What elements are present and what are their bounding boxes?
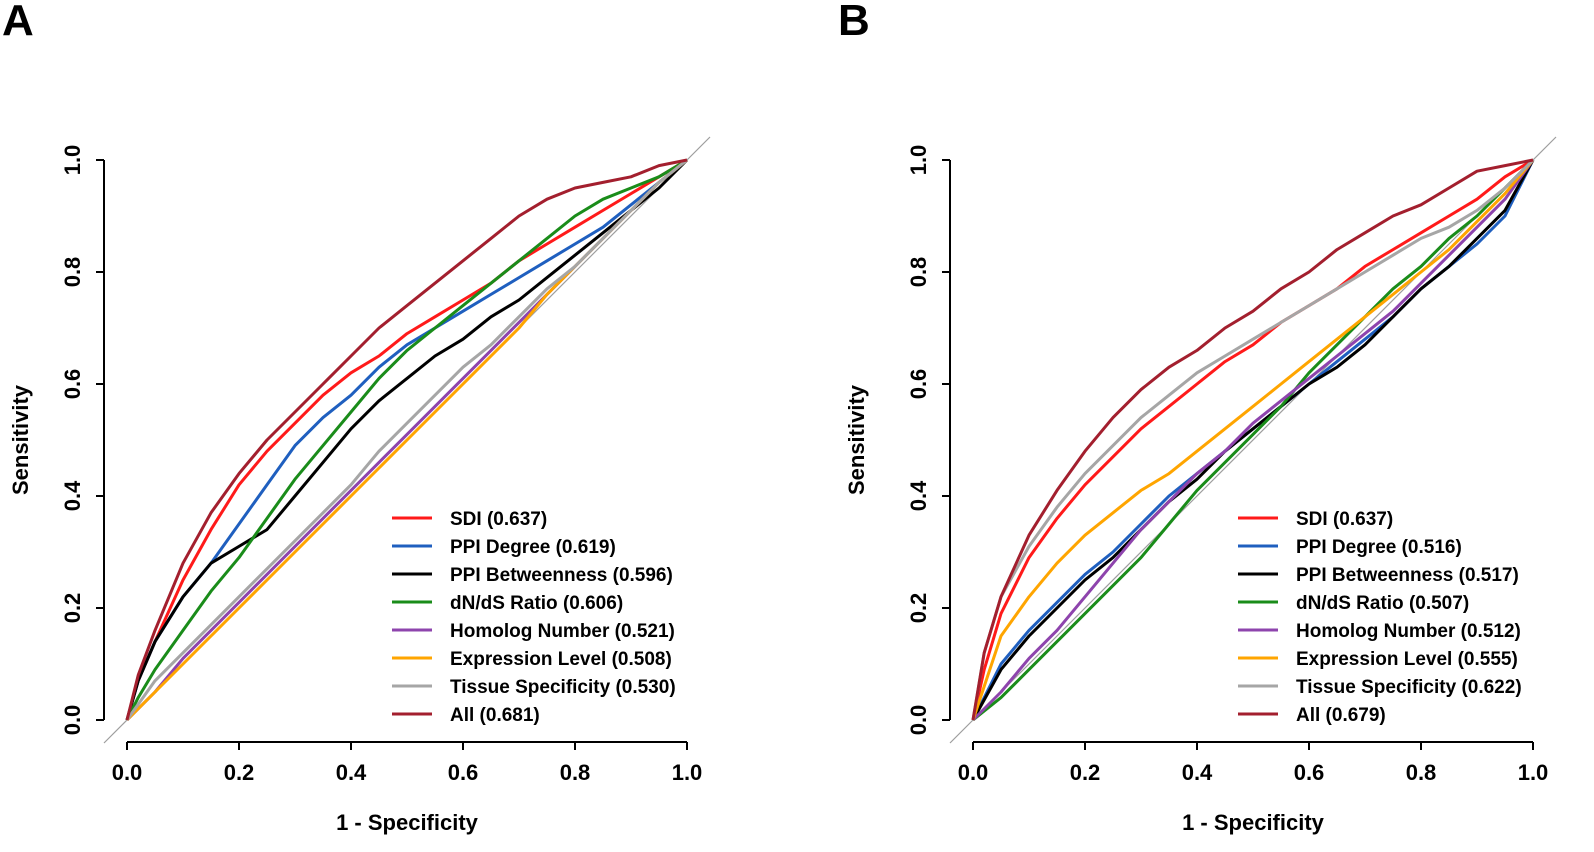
y-tick-label-b: 0.2 — [906, 593, 931, 624]
x-tick-label-b: 0.4 — [1182, 760, 1213, 785]
legend-label-b-3: PPI Betweenness (0.517) — [1296, 565, 1519, 586]
x-axis-title-b: 1 - Specificity — [1182, 810, 1325, 835]
x-tick-label-b: 0.6 — [1294, 760, 1325, 785]
legend-label-a-2: PPI Degree (0.619) — [450, 537, 616, 558]
roc-line-a-1 — [125, 158, 688, 721]
y-tick-label-b: 0.0 — [906, 705, 931, 736]
y-tick-label-a: 0.6 — [60, 369, 85, 400]
roc-line-a-7 — [125, 158, 688, 721]
roc-line-a-4 — [125, 158, 688, 721]
y-axis-title-a: Sensitivity — [8, 384, 33, 495]
roc-line-b-1 — [971, 158, 1534, 721]
reference-diagonal-b — [949, 136, 1557, 744]
x-tick-label-b: 0.8 — [1406, 760, 1437, 785]
x-tick-label-b: 0.2 — [1070, 760, 1101, 785]
y-tick-label-b: 1.0 — [906, 145, 931, 176]
x-tick-label-a: 0.8 — [560, 760, 591, 785]
legend-label-b-7: Tissue Specificity (0.622) — [1296, 677, 1522, 698]
chart-panel-a: 0.0 0.2 0.4 0.6 0.8 1.0 0.0 0.2 0.4 0.6 0.8 1.0 1 - … — [8, 136, 711, 835]
x-tick-label-b: 1.0 — [1518, 760, 1549, 785]
roc-line-b-4 — [972, 158, 1535, 722]
roc-line-a-8 — [125, 158, 688, 721]
x-tick-label-a: 1.0 — [672, 760, 703, 785]
x-tick-label-a: 0.6 — [448, 760, 479, 785]
legend-label-b-5: Homolog Number (0.512) — [1296, 621, 1521, 642]
x-tick-label-a: 0.0 — [112, 760, 143, 785]
legend-label-a-6: Expression Level (0.508) — [450, 649, 672, 670]
roc-line-b-6 — [971, 159, 1535, 721]
y-tick-label-a: 0.2 — [60, 593, 85, 624]
y-tick-label-a: 0.4 — [60, 480, 85, 511]
legend-label-b-8: All (0.679) — [1296, 705, 1386, 726]
x-tick-label-b: 0.0 — [958, 760, 989, 785]
legend-label-b-1: SDI (0.637) — [1296, 509, 1393, 530]
roc-line-b-7 — [971, 158, 1535, 721]
legend-label-a-1: SDI (0.637) — [450, 509, 547, 530]
roc-line-a-3 — [125, 158, 689, 721]
legend-label-a-3: PPI Betweenness (0.596) — [450, 565, 673, 586]
roc-line-b-3 — [971, 159, 1535, 721]
panel-label-b: B — [838, 0, 870, 45]
roc-line-b-5 — [971, 159, 1535, 722]
y-tick-label-b: 0.6 — [906, 369, 931, 400]
y-tick-label-a: 0.8 — [60, 257, 85, 288]
legend-b: SDI (0.637) PPI Degree (0.516) PPI Between… — [1238, 509, 1522, 726]
legend-label-b-6: Expression Level (0.555) — [1296, 649, 1518, 670]
legend-a: SDI (0.637) PPI Degree (0.619) PPI Between… — [392, 509, 676, 726]
x-axis-title-a: 1 - Specificity — [336, 810, 479, 835]
y-tick-label-b: 0.8 — [906, 257, 931, 288]
y-tick-label-b: 0.4 — [906, 480, 931, 511]
y-tick-label-a: 1.0 — [60, 145, 85, 176]
y-tick-label-a: 0.0 — [60, 705, 85, 736]
chart-panel-b: 0.0 0.2 0.4 0.6 0.8 1.0 0.0 0.2 0.4 0.6 0.8 1.0 1 - … — [844, 136, 1557, 835]
x-tick-label-a: 0.4 — [336, 760, 367, 785]
y-axis-title-b: Sensitivity — [844, 384, 869, 495]
legend-label-b-2: PPI Degree (0.516) — [1296, 537, 1462, 558]
panel-label-a: A — [2, 0, 34, 45]
legend-label-a-5: Homolog Number (0.521) — [450, 621, 675, 642]
x-tick-label-a: 0.2 — [224, 760, 255, 785]
roc-line-b-8 — [971, 158, 1534, 721]
legend-label-a-8: All (0.681) — [450, 705, 540, 726]
legend-label-a-7: Tissue Specificity (0.530) — [450, 677, 676, 698]
legend-label-b-4: dN/dS Ratio (0.507) — [1296, 593, 1469, 614]
legend-label-a-4: dN/dS Ratio (0.606) — [450, 593, 623, 614]
